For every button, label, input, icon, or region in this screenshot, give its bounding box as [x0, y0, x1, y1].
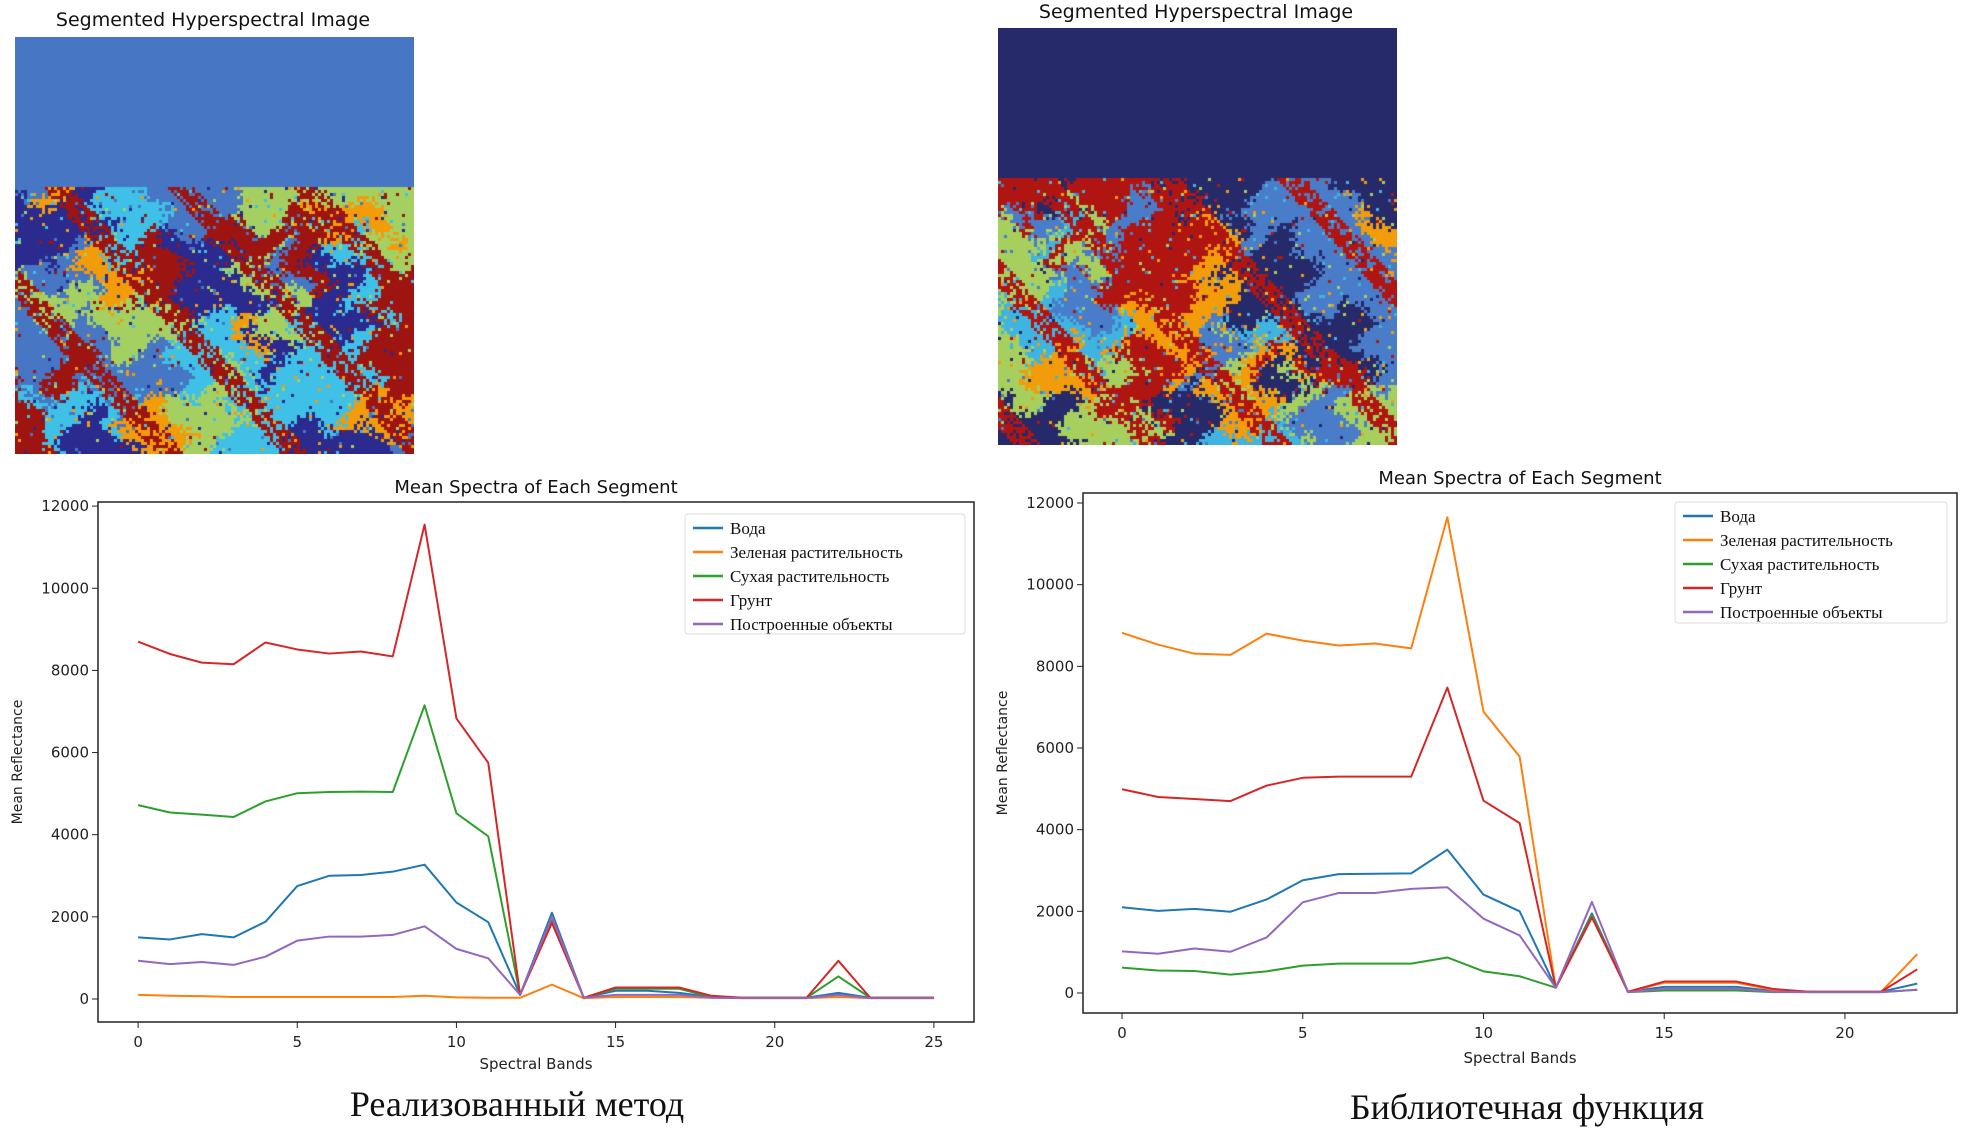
x-axis-label: Spectral Bands [1463, 1049, 1576, 1067]
y-tick-label: 6000 [51, 744, 89, 762]
y-axis-label: Mean Reflectance [995, 691, 1011, 816]
legend-label: Зеленая растительность [730, 543, 903, 562]
x-axis-label: Spectral Bands [479, 1055, 592, 1073]
legend-label: Сухая растительность [730, 567, 890, 586]
legend-label: Зеленая растительность [1720, 531, 1893, 550]
y-tick-label: 10000 [1026, 576, 1074, 594]
legend-label: Грунт [730, 591, 773, 610]
x-tick-label: 10 [447, 1033, 466, 1051]
x-tick-label: 15 [606, 1033, 625, 1051]
left-image-title: Segmented Hyperspectral Image [55, 9, 371, 31]
legend-box [684, 513, 966, 635]
legend-label: Построенные объекты [730, 615, 893, 634]
legend-label: Вода [1720, 507, 1756, 526]
legend-label: Сухая растительность [1720, 555, 1880, 574]
y-tick-label: 2000 [51, 908, 89, 926]
y-axis-label: Mean Reflectance [10, 700, 26, 825]
x-tick-label: 20 [1835, 1024, 1854, 1042]
y-tick-label: 12000 [41, 497, 89, 515]
y-tick-label: 4000 [1036, 821, 1074, 839]
chart-1: Mean Spectra of Each Segment Spectral Ban… [995, 468, 1958, 1067]
left-segmented-image [15, 37, 414, 454]
y-tick-label: 2000 [1036, 902, 1074, 920]
plot-frame [97, 501, 975, 1023]
series-line-4 [138, 915, 934, 1000]
right-segmented-image [998, 28, 1397, 445]
y-tick-label: 10000 [41, 579, 89, 597]
x-tick-label: 0 [1117, 1024, 1127, 1042]
plot-frame [1082, 492, 1958, 1014]
chart-title: Mean Spectra of Each Segment [394, 477, 677, 498]
x-tick-label: 15 [1655, 1024, 1674, 1042]
series-line-0 [138, 863, 934, 999]
y-tick-label: 8000 [51, 661, 89, 679]
y-tick-label: 6000 [1036, 739, 1074, 757]
y-tick-label: 12000 [1026, 494, 1074, 512]
right-caption: Библиотечная функция [1349, 1087, 1705, 1127]
x-tick-label: 5 [1298, 1024, 1308, 1042]
x-tick-label: 25 [924, 1033, 943, 1051]
x-tick-label: 20 [765, 1033, 784, 1051]
chart-0: Mean Spectra of Each Segment Spectral Ban… [10, 477, 975, 1073]
y-tick-label: 8000 [1036, 657, 1074, 675]
series-line-0 [1121, 848, 1918, 993]
left-caption: Реализованный метод [349, 1084, 685, 1124]
right-image-title: Segmented Hyperspectral Image [1038, 1, 1354, 23]
y-tick-label: 0 [1064, 984, 1074, 1002]
legend: Вода Зеленая растительность Сухая растител… [1674, 501, 1948, 624]
y-tick-label: 0 [79, 990, 89, 1008]
x-tick-label: 5 [292, 1033, 302, 1051]
y-tick-label: 4000 [51, 826, 89, 844]
x-tick-label: 0 [133, 1033, 143, 1051]
legend-label: Вода [730, 519, 766, 538]
legend: Вода Зеленая растительность Сухая растител… [684, 513, 966, 635]
series-line-3 [1121, 686, 1918, 993]
legend-box [1674, 501, 1948, 624]
series-line-4 [1121, 886, 1918, 994]
chart-title: Mean Spectra of Each Segment [1378, 468, 1661, 489]
legend-label: Построенные объекты [1720, 603, 1883, 622]
x-tick-label: 10 [1474, 1024, 1493, 1042]
series-line-2 [1121, 914, 1918, 994]
legend-label: Грунт [1720, 579, 1763, 598]
